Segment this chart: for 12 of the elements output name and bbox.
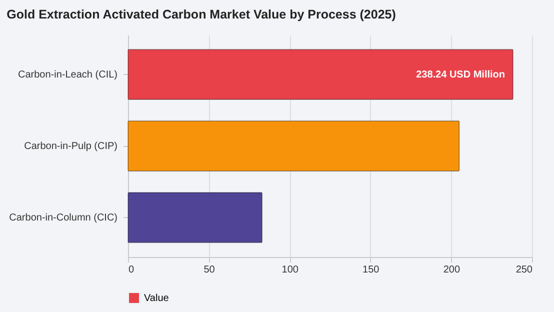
- x-tick-label: 150: [362, 264, 380, 276]
- y-tick-label: Carbon-in-Column (CIC): [9, 212, 118, 224]
- y-tick-label: Carbon-in-Leach (CIL): [18, 69, 118, 80]
- x-tick-label: 200: [443, 264, 460, 276]
- legend-label: Value: [144, 293, 170, 304]
- y-tick-label: Carbon-in-Pulp (CIP): [24, 141, 118, 152]
- data-label: 238.24 USD Million: [416, 69, 505, 80]
- x-tick-label: 250: [516, 264, 533, 276]
- x-tick-label: 50: [204, 264, 216, 276]
- x-tick-label: 100: [282, 264, 299, 276]
- chart-title: Gold Extraction Activated Carbon Market Value by Process (2025): [6, 8, 396, 22]
- x-tick-label: 0: [128, 264, 134, 276]
